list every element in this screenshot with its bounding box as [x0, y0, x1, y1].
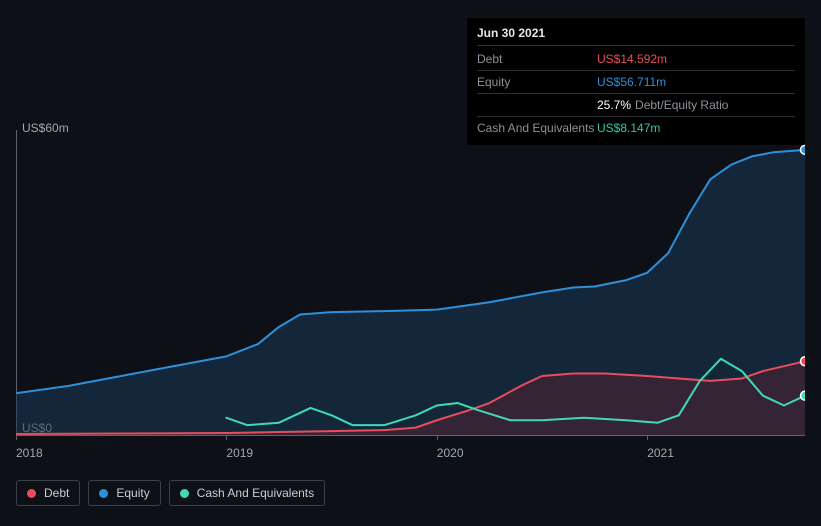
x-axis-tick-label: 2021: [647, 446, 674, 460]
x-axis-line: [16, 435, 805, 436]
tooltip-row-value: US$56.711m: [597, 73, 666, 91]
x-axis-tick: [226, 435, 227, 440]
tooltip-row-label: Cash And Equivalents: [477, 119, 597, 137]
tooltip-row-label: [477, 96, 597, 114]
legend-item-label: Cash And Equivalents: [197, 486, 314, 500]
chart-tooltip: Jun 30 2021 DebtUS$14.592mEquityUS$56.71…: [467, 18, 805, 145]
tooltip-row: 25.7%Debt/Equity Ratio: [477, 94, 795, 117]
tooltip-row-value: US$8.147m: [597, 119, 660, 137]
tooltip-row: DebtUS$14.592m: [477, 48, 795, 71]
series-end-marker: [801, 145, 806, 154]
tooltip-row-label: Debt: [477, 50, 597, 68]
legend-dot-icon: [99, 489, 108, 498]
tooltip-row: EquityUS$56.711m: [477, 71, 795, 94]
x-axis-tick: [437, 435, 438, 440]
series-end-marker: [801, 357, 806, 366]
y-axis-max-label: US$60m: [22, 121, 69, 135]
x-axis-tick-label: 2018: [16, 446, 43, 460]
x-axis-tick-label: 2019: [226, 446, 253, 460]
x-axis-tick-label: 2020: [437, 446, 464, 460]
tooltip-row-note: Debt/Equity Ratio: [635, 98, 728, 112]
tooltip-row: Cash And EquivalentsUS$8.147m: [477, 117, 795, 139]
legend-dot-icon: [180, 489, 189, 498]
x-axis-tick: [16, 435, 17, 440]
tooltip-date: Jun 30 2021: [477, 24, 795, 46]
legend-dot-icon: [27, 489, 36, 498]
legend-item[interactable]: Equity: [88, 480, 160, 506]
chart-legend: Debt Equity Cash And Equivalents: [16, 480, 325, 506]
series-end-marker: [801, 391, 806, 400]
x-axis-tick: [647, 435, 648, 440]
tooltip-row-label: Equity: [477, 73, 597, 91]
chart-plot-area: [16, 140, 805, 435]
legend-item-label: Equity: [116, 486, 149, 500]
legend-item[interactable]: Cash And Equivalents: [169, 480, 325, 506]
legend-item[interactable]: Debt: [16, 480, 80, 506]
legend-item-label: Debt: [44, 486, 69, 500]
tooltip-row-value: 25.7%Debt/Equity Ratio: [597, 96, 728, 114]
tooltip-row-value: US$14.592m: [597, 50, 667, 68]
